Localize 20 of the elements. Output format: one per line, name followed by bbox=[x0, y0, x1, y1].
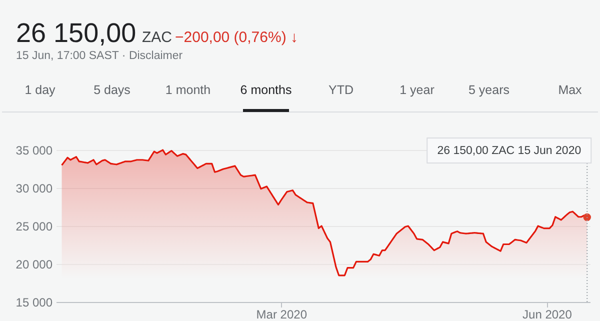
ref-line-label: 26 150,00 ZAC 15 Jun 2020 bbox=[437, 145, 582, 157]
text: Max bbox=[558, 83, 583, 97]
text: −200,00 (0,76%) ↓ bbox=[175, 29, 298, 46]
x-tick-label: Jun 2020 bbox=[522, 308, 572, 321]
chart-subtitle: 15 Jun, 17:00 SAST · Disclaimer bbox=[16, 50, 183, 62]
text: 6 months bbox=[240, 83, 292, 97]
y-tick-label: 35 000 bbox=[16, 144, 53, 158]
text: 5 years bbox=[468, 83, 510, 97]
text: 5 days bbox=[94, 83, 130, 97]
y-tick-label: 30 000 bbox=[16, 182, 53, 196]
y-tick-label: 15 000 bbox=[16, 296, 53, 310]
text: 1 month bbox=[165, 83, 211, 97]
text: 1 year bbox=[400, 83, 434, 97]
chart-title: 26 150,00 bbox=[16, 18, 136, 48]
text: 1 day bbox=[24, 83, 56, 97]
y-tick-label: 25 000 bbox=[16, 220, 53, 234]
text: YTD bbox=[328, 83, 354, 97]
x-tick-label: Mar 2020 bbox=[256, 308, 308, 321]
text: ZAC bbox=[142, 29, 172, 46]
y-tick-label: 20 000 bbox=[16, 258, 53, 272]
